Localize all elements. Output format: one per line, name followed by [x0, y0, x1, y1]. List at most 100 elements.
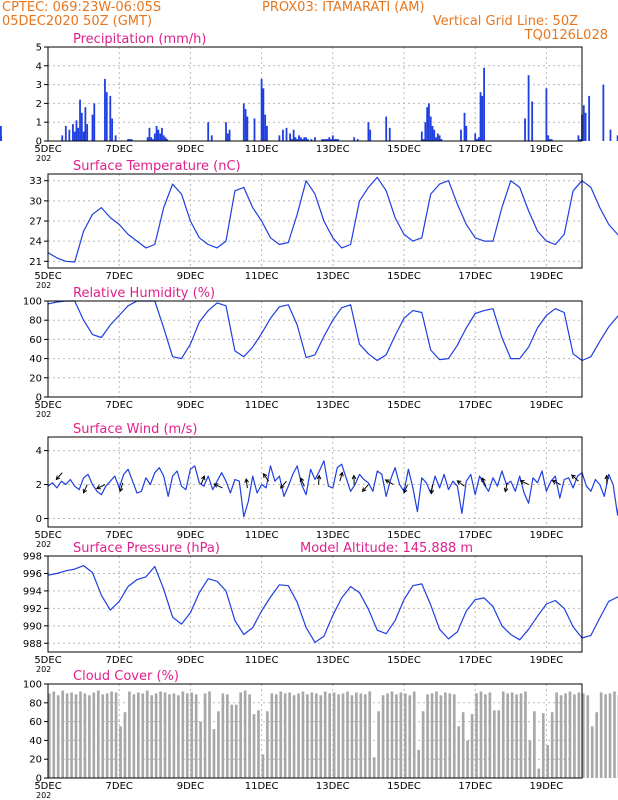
precip-bar — [253, 118, 256, 141]
precip-bar — [440, 139, 443, 141]
cloud-bar — [239, 692, 243, 778]
precip-bar — [324, 139, 327, 141]
cloud-bar — [172, 693, 176, 778]
precip-bar — [305, 137, 307, 141]
cloud-bar — [608, 693, 612, 778]
cloud-bar — [595, 712, 599, 778]
cloud-bar — [417, 749, 421, 778]
wind-arrow — [504, 482, 508, 492]
precip-bar — [588, 95, 591, 141]
precip-bar — [465, 125, 468, 141]
precip-bar — [303, 137, 306, 141]
y-tick-label: 80 — [29, 316, 42, 327]
model-altitude-label: Model Altitude: 145.888 m — [300, 541, 473, 556]
cloud-bar — [573, 694, 576, 778]
precip-bar — [481, 95, 484, 141]
cloud-bar — [448, 693, 452, 778]
x-tick-label: 19DEC — [530, 530, 564, 541]
cloud-bar — [475, 693, 478, 778]
precip-bar — [104, 78, 106, 141]
x-tick-label: 9DEC — [177, 781, 204, 792]
cloud-bar — [315, 693, 318, 778]
precip-bar — [479, 92, 482, 141]
y-tick-label: 40 — [29, 354, 42, 365]
precip-bar — [579, 139, 582, 141]
precip-bar — [68, 129, 71, 141]
wind-arrow-head — [503, 487, 509, 493]
wind-arrow-head — [213, 483, 219, 488]
precip-bar — [531, 101, 534, 141]
y-tick-label: 60 — [29, 335, 42, 346]
y-tick-label: 2 — [36, 99, 42, 110]
x-year-label: 202 — [36, 665, 51, 674]
cloud-bar — [479, 691, 483, 778]
precip-bar — [244, 109, 247, 141]
cloud-bar — [154, 693, 158, 778]
wind-arrow — [430, 484, 433, 494]
wind-arrow — [214, 483, 223, 489]
precip-bar — [438, 135, 441, 141]
panel-frame — [47, 46, 583, 142]
cloud-bar — [577, 692, 581, 778]
wind-arrow — [200, 475, 205, 485]
precip-bar — [290, 139, 293, 141]
wind-arrow-head — [244, 477, 249, 483]
cloud-bar — [546, 745, 550, 778]
cloud-bar — [217, 711, 220, 778]
precip-bar — [609, 129, 612, 141]
cloud-bar — [506, 693, 510, 778]
wind-arrow — [96, 484, 106, 489]
y-tick-label: 998 — [23, 552, 42, 563]
panel-5: 5DEC 7DEC 9DEC 11DEC 13DEC 15DEC 17DEC 19DEC 202… — [23, 541, 618, 674]
cloud-bar — [439, 695, 443, 778]
precip-bar — [64, 125, 67, 141]
y-tick-label: 4 — [36, 446, 42, 457]
precip-bar — [225, 122, 227, 141]
precip-bar — [207, 122, 210, 141]
y-tick-label: 0 — [36, 137, 42, 148]
cloud-bar — [56, 695, 60, 778]
cloud-bar — [355, 692, 358, 778]
cloud-bar — [92, 692, 96, 778]
cloud-bar — [279, 691, 283, 778]
wind-arrow — [300, 477, 305, 487]
x-tick-label: 17DEC — [458, 655, 492, 666]
precip-bar — [86, 124, 89, 141]
x-tick-label: 15DEC — [387, 781, 421, 792]
precip-bar — [278, 135, 281, 141]
cloud-bar — [426, 694, 429, 778]
panel-6: 5DEC 7DEC 9DEC 11DEC 13DEC 15DEC 17DEC 19DEC202… — [23, 669, 618, 800]
cloud-bar — [168, 694, 171, 778]
cloud-bar — [524, 691, 527, 778]
precip-bar — [474, 133, 477, 141]
cloud-bar — [613, 691, 616, 778]
y-tick-label: 33 — [29, 176, 42, 187]
cloud-bar — [519, 693, 523, 778]
x-tick-label: 5DEC — [34, 144, 61, 155]
precip-bar — [584, 112, 587, 141]
x-tick-label: 5DEC — [34, 530, 61, 541]
cloud-bar — [466, 740, 469, 778]
wind-arrow-head — [361, 487, 367, 493]
wind-arrow — [55, 472, 63, 480]
wind-arrow — [481, 477, 487, 487]
cloud-bar — [381, 695, 385, 778]
precip-bar — [436, 133, 439, 141]
x-tick-label: 13DEC — [316, 781, 350, 792]
panel-title: Surface Wind (m/s) — [73, 422, 197, 437]
cloud-bar — [412, 691, 416, 778]
wind-arrow — [457, 480, 465, 487]
header-location-coords: CPTEC: 069:23W-06:05S — [2, 0, 162, 15]
cloud-bar — [488, 692, 492, 778]
cloud-bar — [363, 694, 367, 778]
wind-arrow-head — [316, 474, 322, 480]
cloud-bar — [150, 695, 154, 778]
cloud-bar — [141, 693, 145, 778]
cloud-bar — [399, 692, 403, 778]
wind-arrow-head — [429, 489, 435, 495]
cloud-bar — [350, 695, 354, 778]
wind-arrow — [83, 484, 88, 493]
precip-bar — [431, 125, 434, 141]
cloud-bar — [533, 711, 536, 778]
precip-bar — [547, 135, 550, 141]
